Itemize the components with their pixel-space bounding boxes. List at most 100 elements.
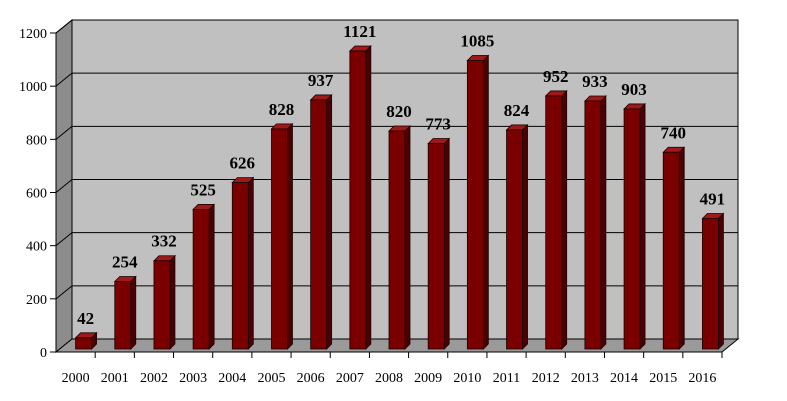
x-tick-label: 2015: [649, 371, 677, 386]
x-tick-label: 2009: [414, 371, 442, 386]
bar-side: [208, 203, 215, 350]
x-tick-label: 2002: [140, 371, 168, 386]
bar-side: [718, 212, 724, 350]
data-label: 903: [621, 80, 647, 99]
y-tick-label: 400: [26, 240, 47, 255]
data-label: 952: [543, 67, 569, 86]
bar-2010: [466, 54, 490, 350]
bar-side: [443, 137, 450, 350]
bar-2005: [270, 122, 294, 350]
bar-side: [287, 122, 293, 350]
x-tick-label: 2007: [336, 371, 364, 386]
bar-side: [561, 89, 568, 350]
bar-2007: [348, 45, 372, 350]
y-tick-label: 0: [40, 346, 47, 361]
bar: [623, 108, 641, 350]
bar: [506, 129, 523, 350]
bar: [192, 209, 210, 350]
data-label: 332: [151, 232, 177, 251]
bar-2013: [583, 95, 607, 350]
x-tick-label: 2005: [257, 371, 285, 386]
y-tick-label: 600: [26, 187, 47, 202]
data-label: 773: [425, 115, 451, 134]
bar: [153, 260, 171, 350]
x-tick-label: 2010: [453, 371, 481, 386]
y-tick-label: 800: [26, 133, 47, 148]
data-label: 254: [112, 252, 138, 271]
data-label: 491: [700, 189, 726, 208]
x-tick-label: 2012: [532, 371, 560, 386]
bar: [662, 151, 680, 350]
data-label: 626: [230, 154, 256, 173]
data-label: 933: [582, 72, 608, 91]
y-tick-label: 1200: [19, 27, 47, 42]
gridline-side: [55, 125, 73, 140]
x-tick-label: 2003: [179, 371, 207, 386]
y-tick-label: 1000: [19, 80, 47, 95]
bar-2004: [231, 176, 255, 350]
data-label: 1085: [460, 32, 494, 51]
y-axis: 0 200 400 600 800 1000 1200: [19, 27, 57, 361]
bar-2011: [505, 123, 529, 350]
bar: [75, 337, 92, 350]
gridline-side: [55, 285, 73, 300]
bar-2002: [152, 254, 176, 350]
x-tick-label: 2011: [493, 371, 520, 386]
x-tick-label: 2004: [218, 371, 246, 386]
data-label: 828: [269, 100, 295, 119]
x-tick-label: 2001: [101, 371, 129, 386]
bar: [584, 100, 602, 350]
bar-side: [482, 54, 489, 350]
x-axis: 2000 2001 2002 2003 2004 2005 2006 2007 2008 2009…: [56, 351, 723, 386]
bar-side: [247, 176, 254, 350]
data-label: 820: [386, 102, 412, 121]
bar-side: [365, 45, 372, 350]
bar-side: [522, 123, 528, 350]
bar-2001: [113, 275, 137, 350]
gridline-side: [55, 179, 73, 193]
bar-side: [169, 254, 176, 350]
data-label: 525: [190, 180, 216, 199]
bars: [74, 45, 725, 350]
bar: [231, 182, 249, 350]
data-label: 824: [504, 101, 530, 120]
bar-2008: [388, 125, 411, 350]
bar-side: [678, 146, 685, 350]
bar-2000: [74, 331, 98, 350]
bar-2015: [662, 146, 686, 350]
bar-side: [600, 95, 607, 350]
x-tick-label: 2000: [62, 371, 90, 386]
bar-side: [639, 102, 646, 350]
bar-side: [326, 93, 333, 350]
bar-side: [404, 125, 411, 350]
data-label: 740: [660, 123, 686, 142]
bar: [310, 99, 328, 350]
bar-2014: [623, 102, 647, 350]
x-tick-label: 2016: [688, 371, 716, 386]
bar: [545, 95, 563, 350]
bar: [466, 60, 484, 350]
x-tick-label: 2013: [571, 371, 599, 386]
bar-side: [130, 275, 137, 350]
gridline-side: [55, 19, 73, 34]
bar-2012: [544, 89, 568, 350]
bar: [702, 218, 719, 350]
bar-2009: [427, 137, 451, 350]
x-tick-label: 2008: [375, 371, 403, 386]
bar-2016: [701, 212, 725, 350]
y-tick-label: 200: [26, 293, 47, 308]
bar: [427, 143, 445, 350]
data-label: 1121: [343, 22, 376, 41]
bar: [349, 50, 367, 350]
bar-2003: [192, 203, 216, 350]
gridline-side: [55, 72, 73, 87]
data-labels: 42 254 332 525 626 828 937 1121 820 773 1085 824 952…: [77, 22, 725, 328]
bar: [271, 128, 288, 350]
bar-2006: [309, 93, 333, 350]
x-tick-label: 2014: [610, 371, 638, 386]
data-label: 42: [77, 309, 94, 328]
bar: [388, 130, 406, 350]
x-tick-label: 2006: [297, 371, 325, 386]
bar: [114, 281, 132, 350]
